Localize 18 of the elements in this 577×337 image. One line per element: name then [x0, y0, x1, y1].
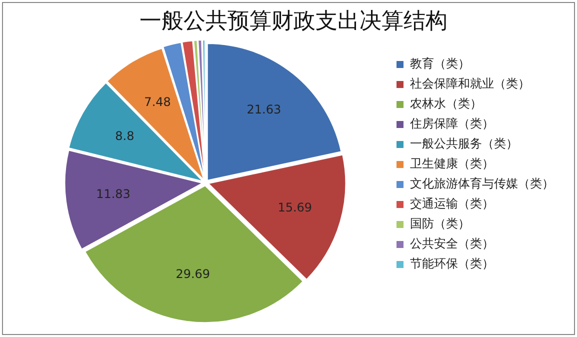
data-label: 7.48 — [144, 95, 171, 110]
legend-label: 卫生健康（类） — [410, 156, 494, 171]
legend-label: 文化旅游体育与传媒（类） — [410, 176, 554, 191]
legend-label: 国防（类） — [410, 216, 470, 231]
legend-label: 交通运输（类） — [410, 196, 494, 211]
chart-title: 一般公共预算财政支出决算结构 — [140, 8, 448, 34]
data-label: 29.69 — [176, 266, 210, 281]
data-label: 21.63 — [246, 102, 282, 116]
legend-label: 节能环保（类） — [410, 256, 494, 271]
legend-label: 农林水（类） — [410, 96, 482, 111]
legend-label: 教育（类） — [410, 56, 470, 71]
legend-label: 公共安全（类） — [410, 236, 494, 251]
legend-label: 住房保障（类） — [409, 116, 494, 131]
legend-label: 一般公共服务（类） — [410, 136, 518, 151]
data-label: 11.83 — [96, 186, 130, 201]
data-label: 8.8 — [115, 128, 134, 143]
legend-label: 社会保障和就业（类） — [410, 76, 530, 91]
data-label: 15.69 — [278, 200, 312, 215]
